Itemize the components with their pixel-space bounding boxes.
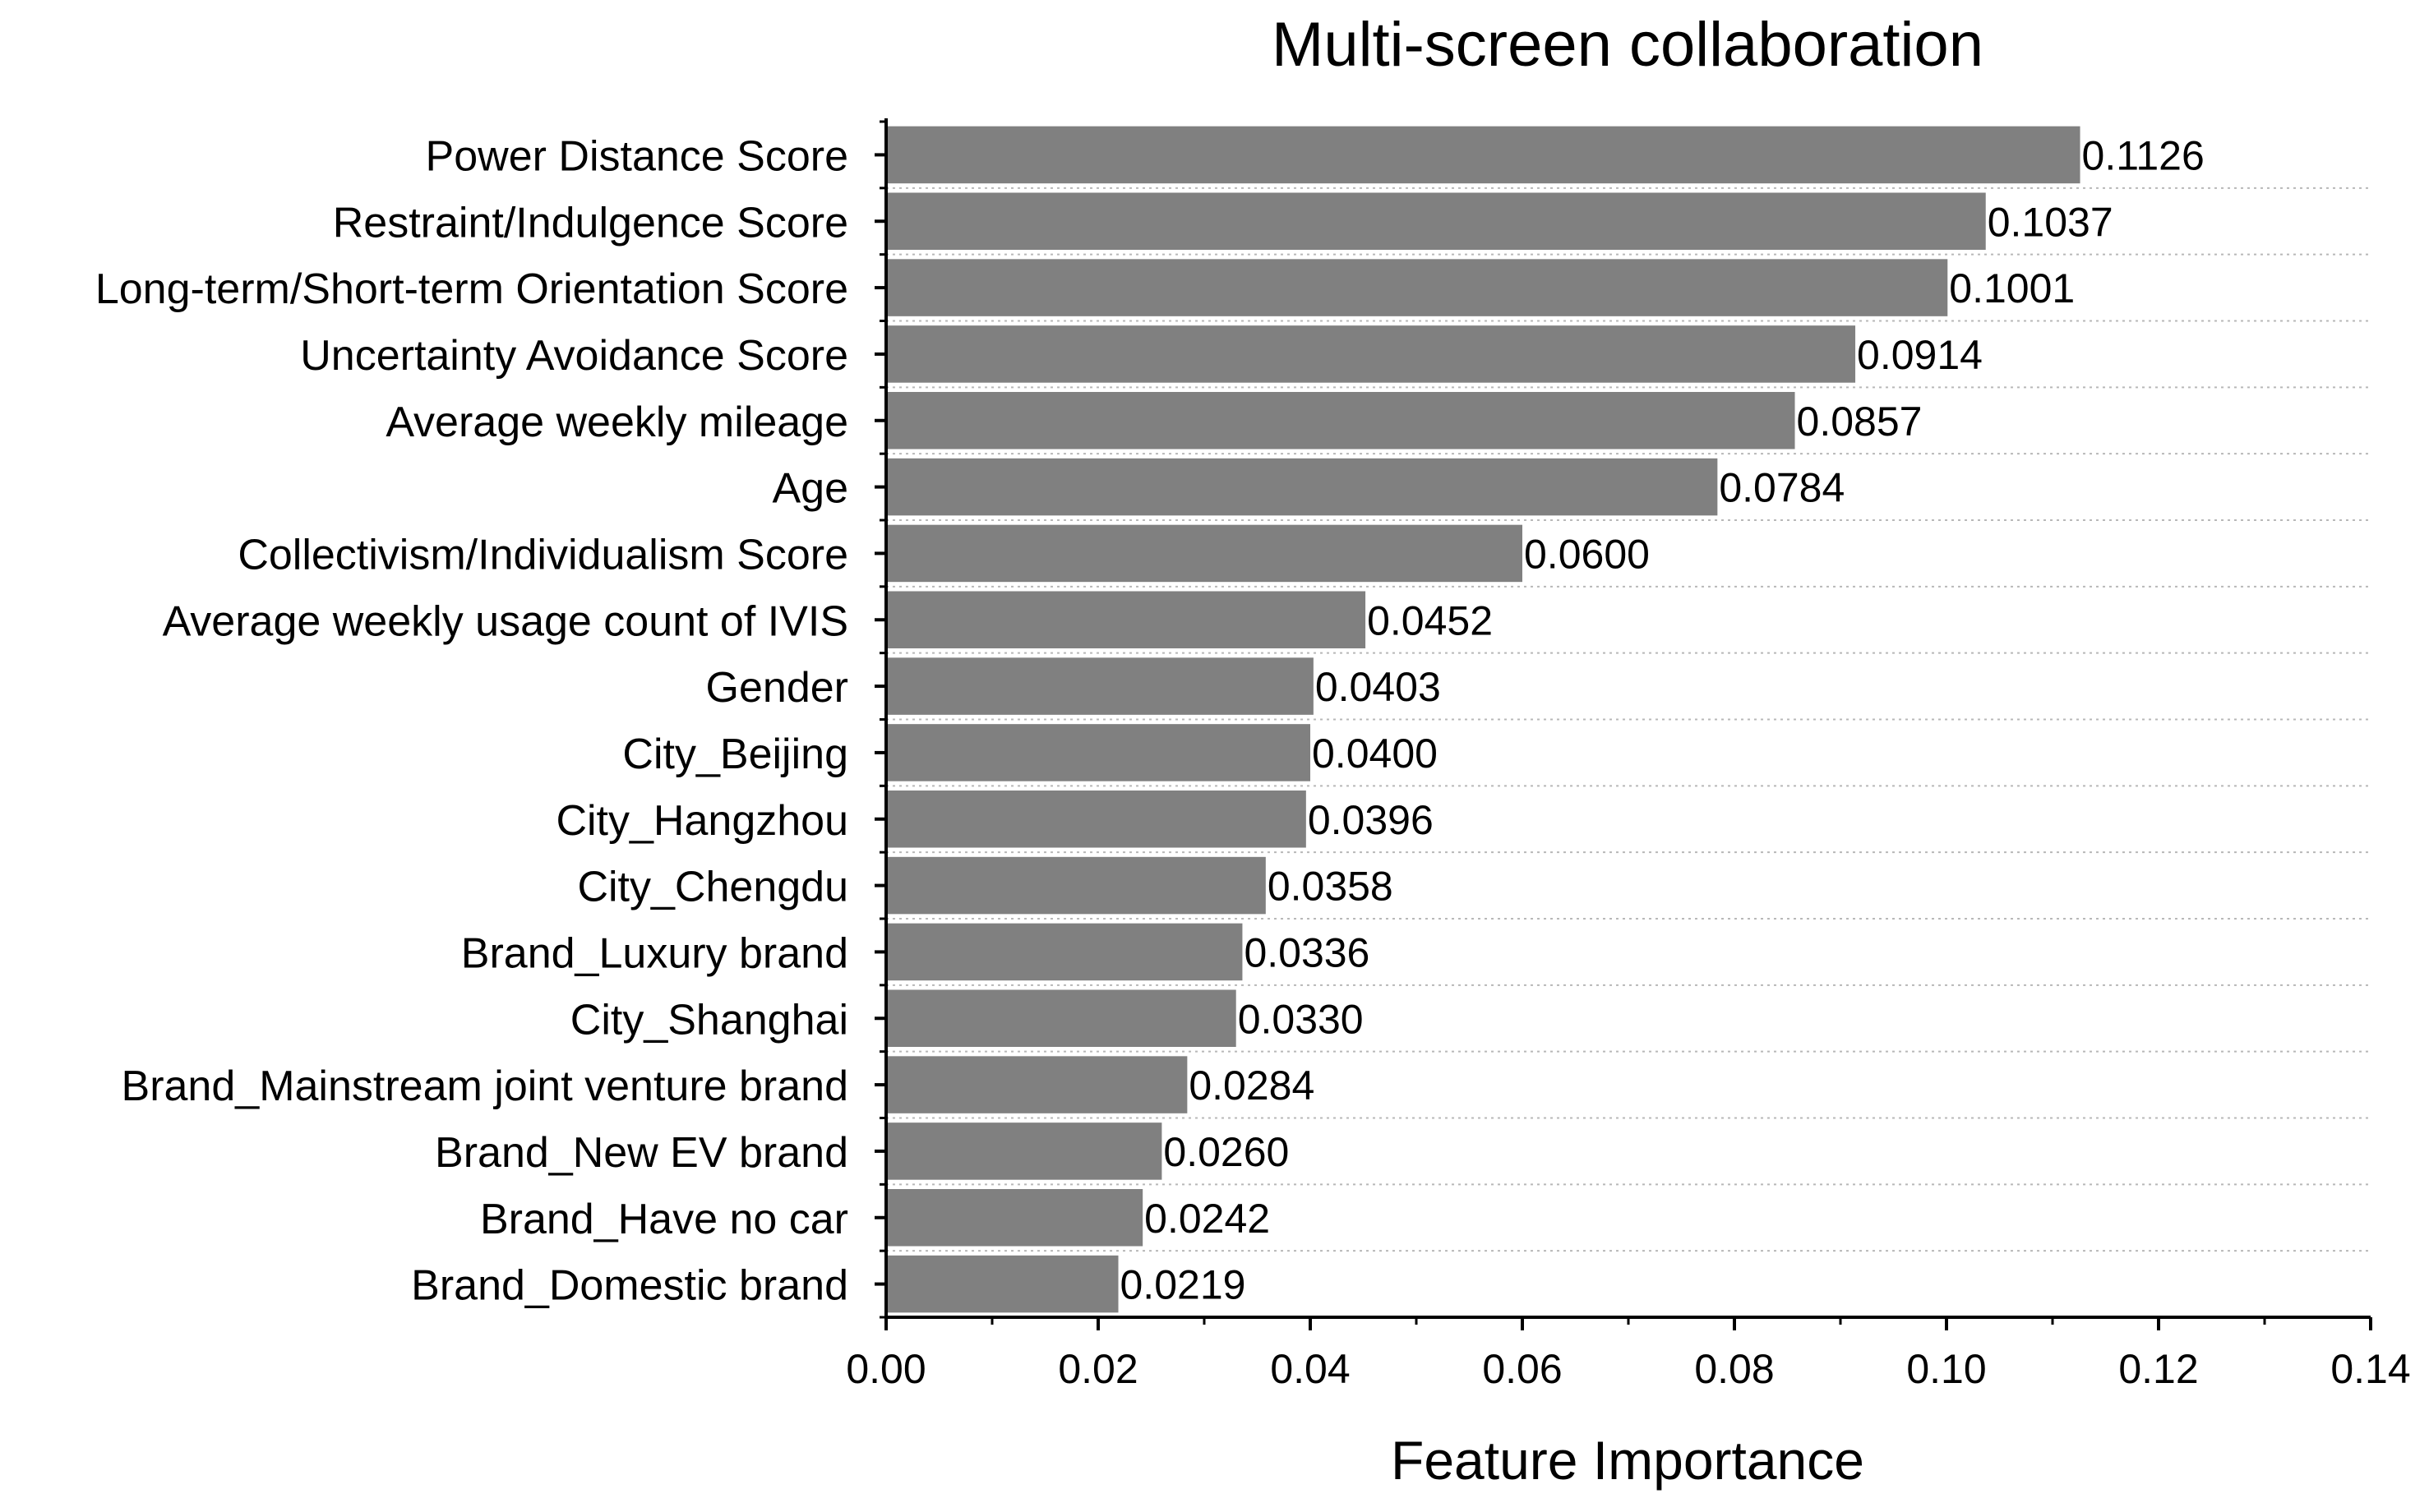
category-label: Long-term/Short-term Orientation Score — [95, 265, 848, 313]
x-tick-label: 0.12 — [2118, 1346, 2198, 1392]
x-tick-label: 0.00 — [846, 1346, 926, 1392]
category-label: Uncertainty Avoidance Score — [300, 332, 848, 380]
bar — [886, 391, 1795, 449]
chart-title: Multi-screen collaboration — [1272, 10, 1983, 80]
bar — [886, 657, 1314, 715]
bar-value-label: 0.0242 — [1144, 1196, 1270, 1242]
value-labels: 0.1126 0.1037 0.1001 0.0914 0.0857 0.0784 0.06… — [1120, 132, 2205, 1307]
bar-value-label: 0.0857 — [1797, 399, 1923, 445]
bar-value-label: 0.0330 — [1238, 996, 1364, 1042]
bar-value-label: 0.0452 — [1367, 597, 1493, 643]
bar-value-label: 0.1001 — [1949, 265, 2075, 311]
bar — [886, 856, 1266, 915]
category-label: City_Shanghai — [570, 996, 848, 1044]
bar-value-label: 0.0260 — [1163, 1129, 1289, 1175]
bar — [886, 1255, 1119, 1313]
bar — [886, 1188, 1143, 1247]
bar — [886, 325, 1856, 383]
bar-value-label: 0.0400 — [1312, 731, 1438, 777]
bar-value-label: 0.0784 — [1719, 465, 1845, 511]
x-ticks: 0.00 0.02 0.04 0.06 0.08 0.10 0.12 0.14 — [846, 1317, 2411, 1392]
bar — [886, 790, 1306, 848]
bar-value-label: 0.0219 — [1120, 1262, 1246, 1308]
bar-value-label: 0.0358 — [1268, 864, 1393, 910]
category-label: Brand_Domestic brand — [411, 1262, 848, 1310]
category-label: Brand_New EV brand — [435, 1129, 848, 1177]
category-label: Power Distance Score — [426, 132, 848, 180]
bar — [886, 126, 2080, 184]
x-tick-label: 0.02 — [1058, 1346, 1138, 1392]
category-label: Age — [772, 465, 848, 513]
category-label: City_Hangzhou — [556, 797, 848, 845]
x-tick-label: 0.10 — [1906, 1346, 1986, 1392]
category-label: Collectivism/Individualism Score — [238, 531, 848, 579]
bar — [886, 724, 1310, 781]
bar-value-label: 0.1126 — [2082, 132, 2205, 178]
bar-value-label: 0.0403 — [1315, 664, 1441, 710]
category-label: Brand_Luxury brand — [461, 929, 848, 977]
x-tick-label: 0.06 — [1482, 1346, 1562, 1392]
bar-value-label: 0.0396 — [1308, 797, 1434, 843]
bar-value-label: 0.0336 — [1244, 929, 1369, 975]
bar — [886, 524, 1522, 583]
category-label: Brand_Mainstream joint venture brand — [122, 1063, 848, 1110]
bar-value-label: 0.1037 — [1988, 199, 2113, 245]
bar — [886, 192, 1986, 251]
x-axis-title: Feature Importance — [1391, 1430, 1864, 1491]
x-tick-label: 0.08 — [1694, 1346, 1774, 1392]
category-label: City_Chengdu — [577, 864, 848, 911]
category-label: Average weekly usage count of IVIS — [163, 597, 848, 645]
bar — [886, 591, 1366, 649]
bar-value-label: 0.0914 — [1857, 332, 1983, 378]
bar — [886, 259, 1948, 316]
y-tick-labels: Power Distance Score Restraint/Indulgence… — [95, 132, 848, 1309]
category-label: Gender — [706, 664, 848, 712]
category-label: Average weekly mileage — [386, 399, 848, 446]
category-label: Restraint/Indulgence Score — [333, 199, 848, 247]
bar-value-label: 0.0600 — [1524, 531, 1650, 577]
bar — [886, 989, 1236, 1048]
bar — [886, 1056, 1188, 1113]
x-tick-label: 0.04 — [1270, 1346, 1350, 1392]
bar-value-label: 0.0284 — [1189, 1063, 1314, 1109]
bar — [886, 458, 1718, 516]
grid-lines — [886, 187, 2371, 1252]
category-label: City_Beijing — [622, 731, 848, 778]
bar — [886, 1122, 1162, 1180]
x-tick-label: 0.14 — [2330, 1346, 2410, 1392]
bar — [886, 923, 1243, 981]
bars — [886, 126, 2080, 1313]
category-label: Brand_Have no car — [480, 1196, 848, 1243]
